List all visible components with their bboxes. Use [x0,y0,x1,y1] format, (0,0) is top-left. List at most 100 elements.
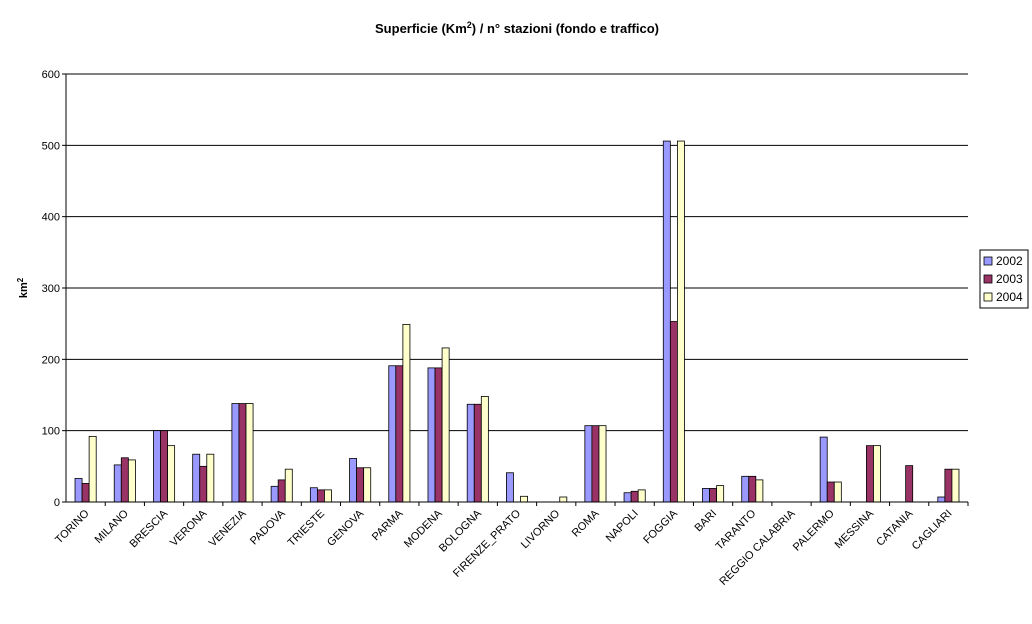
bar-2003 [473,403,482,503]
bar-2003 [356,467,365,503]
bar-2003 [81,483,90,503]
x-category-label: FOGGIA [641,507,680,546]
bar-2002 [74,478,83,503]
bar-2003 [277,479,286,503]
x-category-label: BARI [693,508,720,535]
x-category-label: MILANO [93,507,132,546]
bar-2004 [598,425,607,503]
y-tick-label: 500 [42,140,60,152]
bar-2002 [623,492,632,503]
bar-2002 [584,425,593,503]
axes [65,74,969,506]
chart-title: Superficie (Km2) / n° stazioni (fondo e … [375,20,659,36]
legend-label: 2004 [996,290,1023,304]
bar-2003 [905,465,914,503]
x-category-label: PADOVA [248,507,288,547]
x-category-label: MESSINA [833,507,877,551]
bar-2003 [944,468,953,503]
bar-2002 [192,453,201,503]
x-category-label: GENOVA [325,507,367,549]
bar-2002 [270,485,279,503]
bar-2003 [591,425,600,503]
bar-2002 [388,365,397,503]
bar-2004 [637,489,646,503]
legend-swatch [983,256,993,266]
bar-2003 [434,367,443,503]
bar-2002 [349,458,358,503]
x-category-label: BRESCIA [128,507,171,550]
legend-label: 2003 [996,272,1023,286]
x-category-label: PALERMO [791,507,837,553]
gridlines [66,73,968,432]
x-category-label: REGGIO CALABRIA [717,507,798,588]
bar-2003 [866,445,874,503]
bar-2003 [160,430,168,503]
x-category-label: ROMA [570,507,602,539]
x-category-label: NAPOLI [604,508,641,545]
y-tick-label: 600 [42,69,60,81]
bar-2002 [153,430,161,503]
bar-2002 [741,475,750,503]
bar-2002 [937,496,946,503]
bar-2004 [520,495,528,503]
bar-2004 [480,396,489,503]
y-tick-label: 300 [42,283,60,295]
bar-2004 [559,496,568,503]
x-category-label: CAGLIARI [910,508,955,553]
x-category-label: VERONA [168,507,210,549]
bar-2004 [245,403,254,503]
bar-2004 [167,445,176,503]
bar-2002 [506,472,514,503]
y-tick-label: 100 [42,426,60,438]
bar-2004 [833,481,842,503]
bar-2002 [466,403,475,503]
bar-2004 [363,467,372,503]
legend: 2002 2003 2004 [979,249,1029,309]
y-tick-labels: 0 100 200 300 400 500 600 [42,69,66,509]
bar-2003 [238,403,247,503]
bar-2004 [284,468,293,503]
bar-2003 [709,488,718,503]
y-tick-label: 400 [42,212,60,224]
legend-swatch [983,292,993,302]
bar-2004 [755,479,764,503]
bar-2002 [113,464,122,503]
x-category-label: FIRENZE_PRATO [451,507,523,579]
bar-2004 [951,468,960,503]
y-axis-label: km2 [16,277,30,298]
bar-2003 [669,321,678,503]
bar-2004 [324,489,332,503]
bar-2003 [395,365,404,503]
y-tick-label: 0 [54,497,60,509]
bar-2004 [402,323,411,503]
bar-2004 [676,140,685,503]
bar-2004 [716,485,725,503]
x-category-label: VENEZIA [207,507,249,549]
bar-2004 [873,445,881,503]
bar-2004 [127,459,136,503]
x-category-label: CATANIA [874,507,916,549]
bar-2002 [427,367,436,503]
bar-2002 [309,487,318,503]
bar-2003 [120,457,129,503]
bar-2002 [702,488,710,503]
bar-2003 [748,475,757,503]
x-category-label: PARMA [370,507,406,543]
x-category-label: LIVORNO [519,507,563,551]
legend-label: 2002 [996,254,1023,268]
bar-2003 [316,489,325,503]
bar-2002 [662,140,671,503]
bar-2003 [826,481,835,503]
bars [74,140,960,503]
bar-2004 [88,435,97,503]
bar-2004 [441,347,450,503]
x-category-label: TRIESTE [286,508,327,549]
bar-2003 [199,465,208,503]
bar-2004 [206,453,215,503]
bar-2002 [819,436,828,503]
x-category-label: TORINO [53,507,92,546]
legend-swatch [983,274,993,284]
